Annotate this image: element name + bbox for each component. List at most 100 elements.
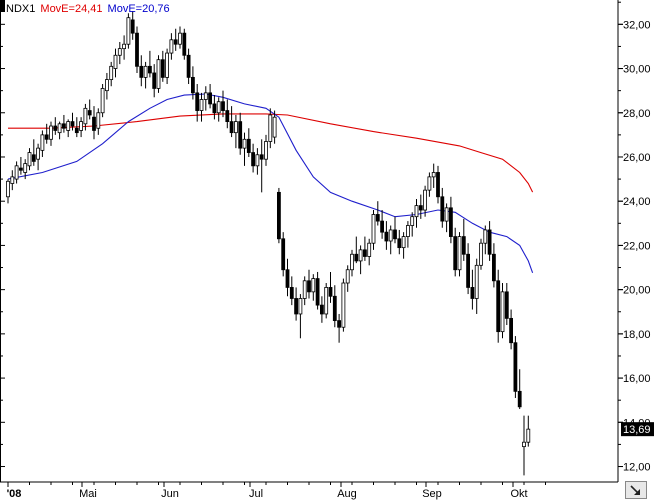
candle [418,194,423,219]
candle-body [453,236,458,271]
candle [298,294,303,339]
candle-body [178,32,182,45]
candle-body [448,207,453,237]
candle-body [281,238,286,271]
candle [328,271,333,303]
candle [453,227,458,277]
candle-body [517,390,522,408]
chart-scroll-button[interactable] [625,481,647,499]
candle-body [414,205,419,218]
candle-body [367,242,372,257]
candle [208,84,213,109]
candle-body [79,121,83,131]
candle [431,163,436,188]
candle-body [294,298,299,315]
candle-body [70,121,75,127]
candle-body [440,196,445,222]
candle [474,258,479,314]
arrow-down-right-icon [630,485,640,495]
candle [152,64,157,98]
candle-body [380,220,385,233]
candle [393,216,397,244]
candle [105,72,109,100]
candle [324,283,329,319]
candle-body [147,65,152,74]
candle [242,132,247,166]
candle-body [113,54,118,69]
candle-body [100,88,105,114]
candle-body [36,147,40,160]
candle [44,123,49,144]
candle-body [307,280,311,293]
candle-body [375,214,380,222]
candle-body [337,320,342,328]
ma-slow-line [8,113,534,193]
candle-body [246,138,251,153]
candle-body [27,152,32,167]
last-price-tag: 13,69 [621,422,654,437]
candle-body [444,207,449,222]
candle-body [328,287,333,297]
candle-body [401,236,406,249]
candle [199,92,204,122]
candle [169,33,174,60]
candle [238,112,243,155]
candle [96,108,101,135]
candle [53,117,58,135]
candle [307,269,311,299]
candle-body [388,229,393,242]
candle-body [169,39,174,54]
y-tick-label: 26,00 [623,152,651,164]
candle [423,185,428,217]
candle [371,210,376,250]
candle [281,232,286,277]
candle [397,229,402,255]
candle [221,90,225,118]
candle [139,55,144,87]
candle-body [143,65,148,78]
candle [165,48,170,85]
candle [496,269,501,343]
candle [268,108,273,149]
x-tick-label: Sep [422,488,442,500]
candle [182,28,187,60]
candle [513,336,518,398]
last-price-box [621,422,654,437]
candle-body [470,287,475,299]
candle [130,11,135,40]
x-tick-label: Okt [510,488,527,500]
candle-body [18,167,23,171]
candle [74,117,79,138]
candle [246,128,251,157]
candle-body [117,48,122,56]
candle-body [405,225,410,237]
candle [414,198,419,228]
candle [341,278,346,332]
candle-body [513,342,518,392]
candle [186,48,191,85]
candle [479,238,483,270]
candle [255,148,260,175]
candle-body [255,154,260,167]
y-tick-label: 12,00 [623,462,651,474]
candle [375,201,380,226]
candle-body [195,92,200,111]
candle [302,276,307,306]
candle [143,61,148,89]
candle-body [57,123,62,134]
candle [500,283,505,339]
candle-body [62,123,66,129]
candle [92,106,96,140]
candle [147,50,152,78]
candle [367,238,372,266]
candle-body [487,229,492,255]
candle-body [371,214,376,244]
candle [311,274,316,301]
candle-body [264,141,268,160]
candle-body [272,116,277,138]
candle [83,103,88,131]
candle-body [341,282,346,328]
candle-body [461,236,466,255]
candle [70,112,75,131]
